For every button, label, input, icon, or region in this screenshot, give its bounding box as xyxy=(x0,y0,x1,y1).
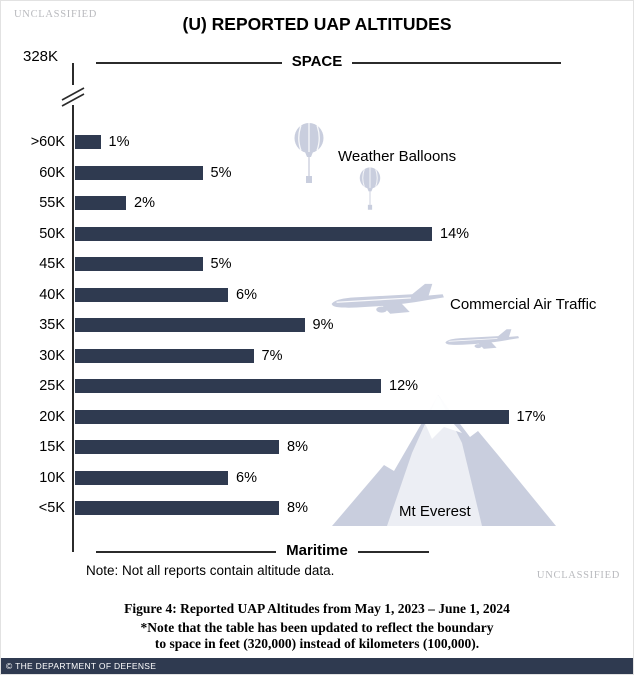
bar xyxy=(75,409,509,424)
bar xyxy=(75,135,101,150)
bar xyxy=(75,226,432,241)
bar-row: 10K 6% xyxy=(1,463,633,494)
bar xyxy=(75,165,203,180)
value-label: 8% xyxy=(287,500,308,517)
classification-marking-bottom: UNCLASSIFIED xyxy=(536,570,620,581)
y-axis-upper-segment xyxy=(72,63,74,89)
chart-title: (U) REPORTED UAP ALTITUDES xyxy=(182,14,452,34)
maritime-boundary-line xyxy=(96,551,429,553)
dod-footer-bar: © THE DEPARTMENT OF DEFENSE xyxy=(1,658,633,674)
commercial-airplane-icon-large xyxy=(331,283,444,314)
value-label: 12% xyxy=(389,378,419,395)
commercial-air-traffic-label: Commercial Air Traffic xyxy=(450,296,597,313)
weather-balloons-label: Weather Balloons xyxy=(338,148,457,165)
bar-row: 40K 6% xyxy=(1,280,633,311)
weather-balloon-icon-small xyxy=(359,167,381,210)
category-label: 25K xyxy=(39,378,65,395)
value-label: 6% xyxy=(236,469,257,486)
value-label: 7% xyxy=(261,347,283,364)
bar-row: >60K 1% xyxy=(1,127,633,158)
category-label: 50K xyxy=(39,225,65,242)
figure-footnote-line1: *Note that the table has been updated to… xyxy=(140,619,494,635)
category-label: 20K xyxy=(39,408,65,425)
value-label: 5% xyxy=(210,164,232,181)
category-label: 45K xyxy=(39,256,65,273)
maritime-boundary-label-wrap: Maritime xyxy=(1,542,633,559)
bar-row: 15K 8% xyxy=(1,432,633,463)
category-label: 55K xyxy=(39,195,65,212)
space-boundary-label-wrap: SPACE xyxy=(1,53,633,70)
bar xyxy=(75,196,126,211)
bar-row: 55K 2% xyxy=(1,188,633,219)
bar-row: 20K 17% xyxy=(1,402,633,433)
y-axis xyxy=(72,105,74,552)
bar-row: 25K 12% xyxy=(1,371,633,402)
bar xyxy=(75,318,305,333)
axis-break-icon xyxy=(61,85,85,107)
value-label: 6% xyxy=(236,286,257,303)
category-label: 35K xyxy=(39,317,65,334)
figure-caption-line: Figure 4: Reported UAP Altitudes from Ma… xyxy=(124,601,510,616)
bar-row: 30K 7% xyxy=(1,341,633,372)
value-label: 17% xyxy=(516,408,546,425)
bar-row: 60K 5% xyxy=(1,158,633,189)
value-label: 8% xyxy=(287,439,308,456)
value-label: 2% xyxy=(134,195,155,212)
category-label: 40K xyxy=(39,286,65,303)
chart-note: Note: Not all reports contain altitude d… xyxy=(86,563,335,578)
bar xyxy=(75,501,279,516)
bar xyxy=(75,348,254,363)
category-label: 10K xyxy=(39,469,65,486)
bar xyxy=(75,440,279,455)
dod-footer-text: © THE DEPARTMENT OF DEFENSE xyxy=(6,661,157,671)
space-boundary-label: SPACE xyxy=(281,53,353,70)
bar xyxy=(75,470,228,485)
value-label: 1% xyxy=(108,134,130,151)
category-label: <5K xyxy=(38,500,65,517)
bar-row: 35K 9% xyxy=(1,310,633,341)
category-label: >60K xyxy=(30,134,65,151)
figure-caption: Figure 4: Reported UAP Altitudes from Ma… xyxy=(1,601,633,653)
maritime-boundary-label: Maritime xyxy=(276,542,358,559)
mt-everest-label: Mt Everest xyxy=(399,503,471,520)
bar-row: <5K 8% xyxy=(1,493,633,524)
bar-row: 45K 5% xyxy=(1,249,633,280)
value-label: 14% xyxy=(440,225,470,242)
weather-balloon-icon-large xyxy=(294,123,324,183)
bar-rows: >60K 1% 60K 5% 55K 2% 50K 14% 45K 5% 40K 6% 35K 9% 30K… xyxy=(1,127,633,524)
category-label: 60K xyxy=(39,164,65,181)
category-label: 15K xyxy=(39,439,65,456)
bar-row: 50K 14% xyxy=(1,219,633,250)
figure-footnote-line2: to space in feet (320,000) instead of ki… xyxy=(154,636,480,651)
space-altitude-tick: 328K xyxy=(23,48,59,65)
value-label: 9% xyxy=(312,317,334,334)
category-label: 30K xyxy=(39,347,65,364)
bar xyxy=(75,287,228,302)
commercial-airplane-icon-small xyxy=(445,329,519,349)
value-label: 5% xyxy=(210,256,232,273)
classification-marking-top: UNCLASSIFIED xyxy=(14,9,98,20)
bar xyxy=(75,379,381,394)
bar xyxy=(75,257,203,272)
